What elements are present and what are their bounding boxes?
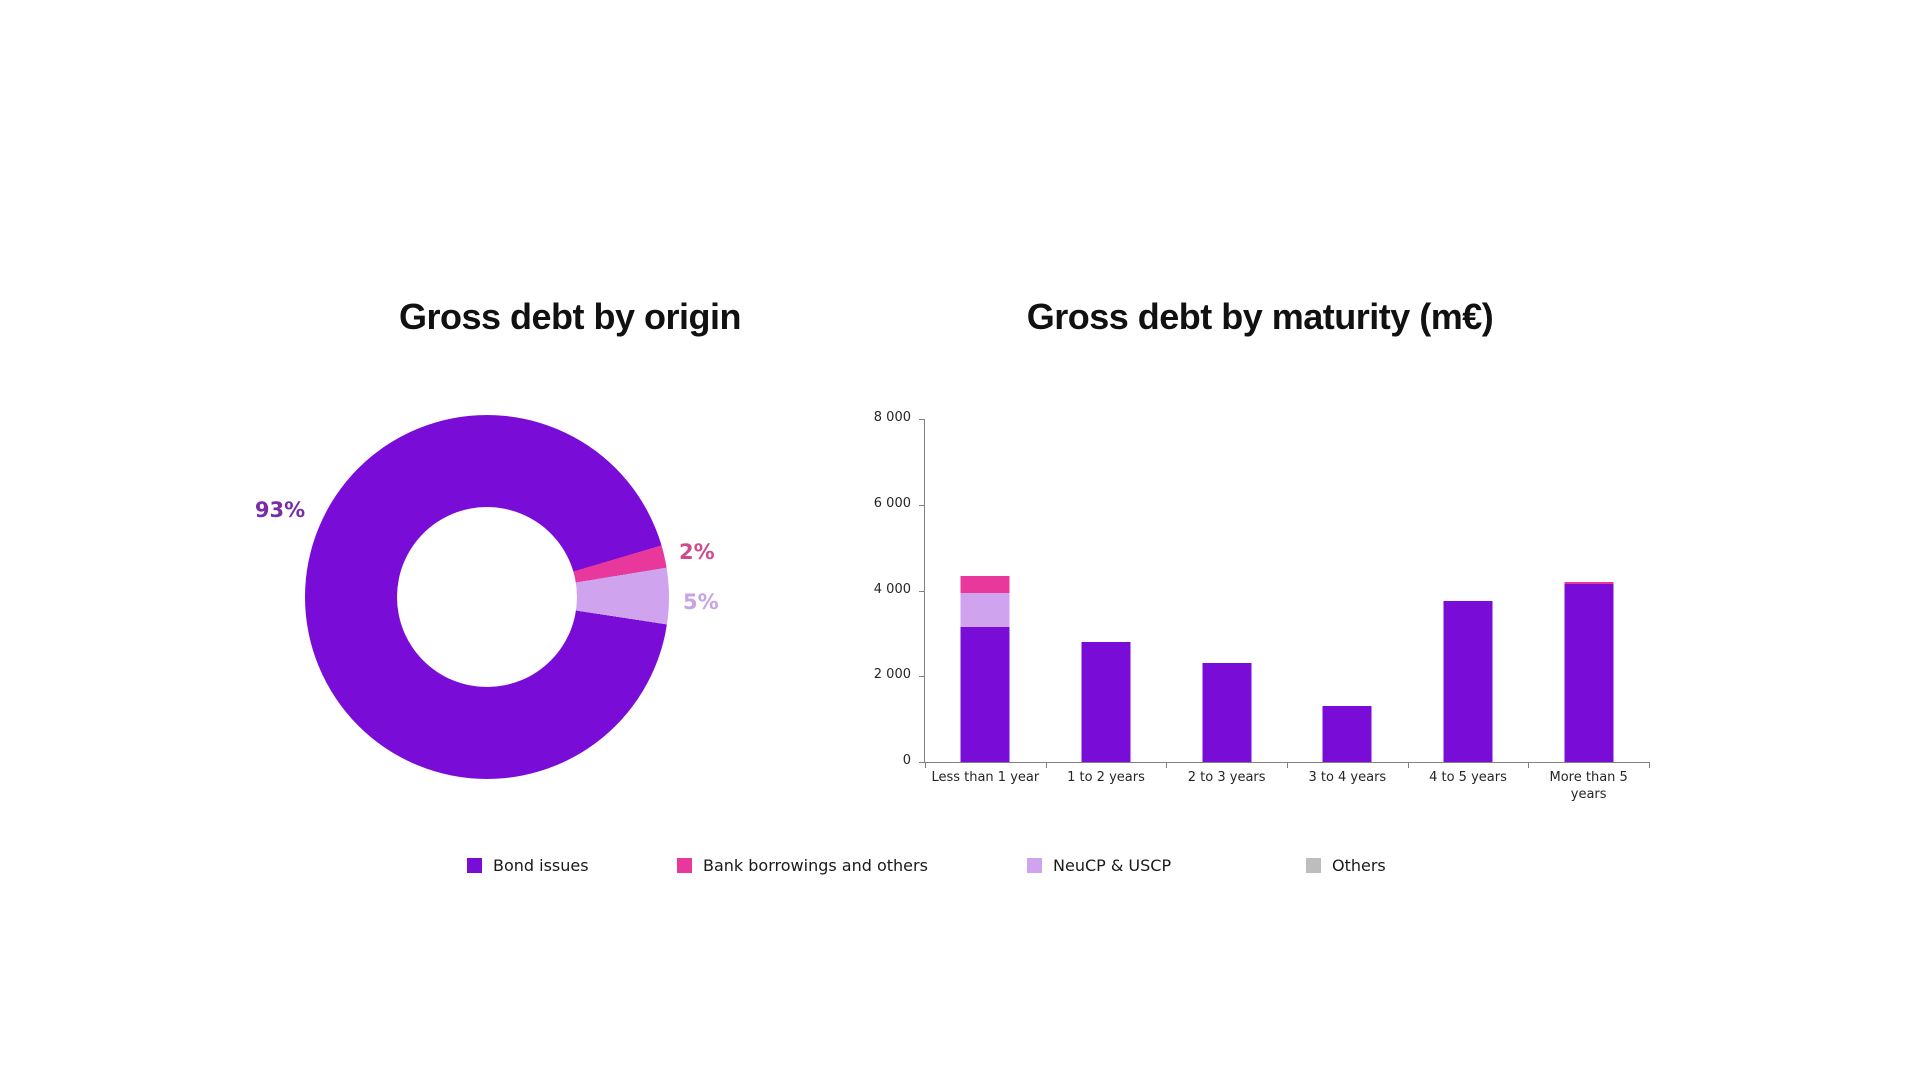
bar-chart-title: Gross debt by maturity (m€) [1026,296,1494,337]
x-axis-category-label: 1 to 2 years [1067,770,1145,785]
y-axis-tick [919,590,925,592]
x-axis-category-label: More than 5 years [1549,770,1628,802]
stacked-bar [1322,706,1372,762]
legend-label-bond-issues: Bond issues [493,856,589,875]
bar-category-slot: 3 to 4 years [1287,419,1408,785]
legend-swatch-neucp-uscp-icon [1027,858,1042,873]
donut-label-bank-borrowings: 2% [679,540,715,564]
bar-category-slot: 2 to 3 years [1166,419,1287,785]
bar-segment-bond-issues [1443,601,1493,762]
y-axis-label: 4 000 [873,581,911,597]
x-axis-category-label: Less than 1 year [931,770,1040,785]
bar-segment-bond-issues [1564,584,1614,762]
legend-label-neucp-uscp: NeuCP & USCP [1053,856,1172,875]
x-axis-category-label: 4 to 5 years [1429,770,1507,785]
legend-item-bond-issues: Bond issues [467,856,589,875]
legend-swatch-others-icon [1306,858,1321,873]
bar-segment-bank-borrowings-and-others [960,575,1010,593]
x-axis-category-label: 2 to 3 years [1187,770,1266,785]
bar-segment-neucp-uscp [960,592,1010,627]
y-axis-label: 6 000 [873,495,911,511]
bar-segment-bond-issues [960,626,1010,762]
legend-label-others: Others [1332,856,1386,875]
y-axis-label: 2 000 [873,667,911,683]
stacked-bar [1564,581,1614,762]
bar-segment-bank-borrowings-and-others [1564,581,1614,585]
donut-hole [397,507,577,687]
bar-segment-bond-issues [1202,663,1252,762]
bar-category-slot: 4 to 5 years [1408,419,1529,785]
donut-chart-title: Gross debt by origin [398,296,742,337]
x-axis-tick [1407,762,1409,768]
donut-chart [305,415,669,779]
y-axis-label: 0 [902,753,911,768]
bar-category-slot: More than 5 years [1528,419,1649,802]
stacked-bar [1443,601,1493,762]
donut-label-bond-issues: 93% [254,498,306,522]
y-axis-tick [919,676,925,678]
x-axis-tick [1166,762,1168,768]
legend-item-neucp-uscp: NeuCP & USCP [1027,856,1171,875]
bar-category-slot: Less than 1 year [925,419,1046,785]
y-axis-tick [919,504,925,506]
stacked-bar [1081,641,1131,762]
y-axis-label: 8 000 [873,410,911,425]
x-axis-tick [1649,762,1650,768]
x-axis-category-label: 3 to 4 years [1308,770,1387,785]
bar-chart-plot-area: 0 2 000 4 000 6 000 8 000 Less than 1 year 1 t… [874,410,1650,802]
y-axis-tick [919,762,925,763]
x-axis-tick [1045,762,1047,768]
x-axis-tick [925,762,926,768]
y-axis-tick [919,419,925,420]
bar-segment-bond-issues [1081,641,1131,762]
legend-item-bank-borrowings: Bank borrowings and others [677,856,928,875]
bar-segment-bond-issues [1322,706,1372,762]
legend-label-bank-borrowings: Bank borrowings and others [703,856,928,875]
x-axis-tick [1287,762,1288,768]
stacked-bar [960,575,1010,762]
legend-swatch-bond-issues-icon [467,858,482,873]
bar-category-slot: 1 to 2 years [1046,419,1167,785]
donut-label-neucp-uscp: 5% [683,590,719,614]
legend-item-others: Others [1306,856,1386,875]
x-axis-tick [1528,762,1530,768]
legend-swatch-bank-borrowings-icon [677,858,692,873]
stacked-bar [1202,663,1252,762]
